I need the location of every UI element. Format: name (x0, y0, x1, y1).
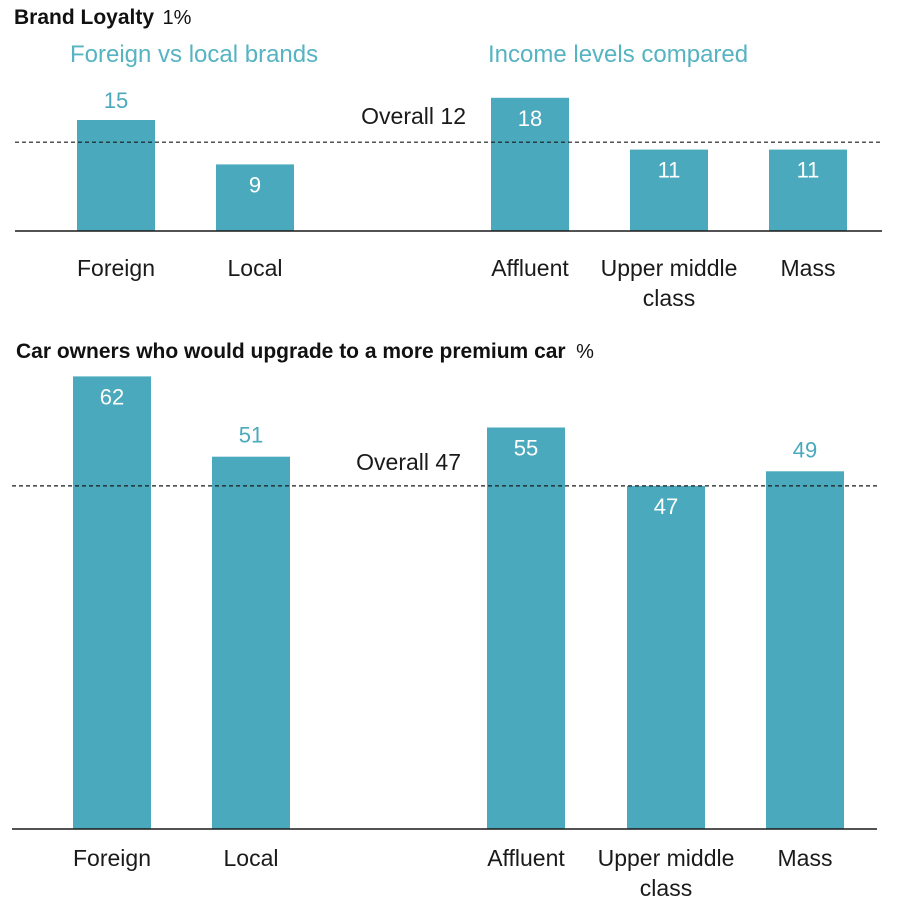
chart1-value-label-4: 11 (797, 158, 820, 183)
chart1-bar-1 (216, 164, 294, 231)
chart1-bar-3 (630, 149, 708, 231)
chart1-group-label-foreign-local: Foreign vs local brands (70, 41, 318, 68)
chart1-tick-label-2: Affluent (491, 255, 569, 281)
chart1-title: Brand Loyalty 1% (14, 6, 192, 29)
chart1-title-unit: 1% (162, 7, 191, 29)
chart2-title-text: Car owners who would upgrade to a more p… (16, 340, 566, 363)
chart2-tick-label-4: Mass (778, 845, 833, 871)
chart1-value-label-3: 11 (658, 158, 681, 183)
chart1-tick-label-3: Upper middle class (601, 255, 738, 311)
chart1-tick-label-1: Local (228, 255, 283, 281)
chart1-tick-label-4: Mass (781, 255, 836, 281)
chart2-value-label-2: 55 (514, 436, 538, 461)
chart2-tick-label-3: Upper middle class (598, 845, 735, 901)
chart2-tick-label-0: Foreign (73, 845, 151, 871)
chart2-bar-1 (212, 456, 290, 829)
chart2-tick-label-2: Affluent (487, 845, 565, 871)
chart2-value-label-3: 47 (654, 494, 678, 519)
chart1-bar-2 (491, 97, 569, 231)
chart2-bar-4 (766, 471, 844, 829)
chart2-title: Car owners who would upgrade to a more p… (16, 340, 594, 363)
chart1-plot: 15 9 18 11 11 Overall 12 Foreign Local Affluent U… (15, 88, 882, 311)
chart1-tick-label-0: Foreign (77, 255, 155, 281)
chart1-overall-label: Overall 12 (361, 103, 466, 129)
chart1-bar-0 (77, 120, 155, 231)
chart2-plot: 62 51 55 47 49 Overall 47 Foreign Local Affluent… (12, 376, 877, 901)
chart2-title-unit: % (576, 341, 594, 363)
chart2-bar-2 (487, 427, 565, 829)
chart2-bar-0 (73, 376, 151, 829)
chart1-title-text: Brand Loyalty (14, 6, 154, 29)
chart1-value-label-2: 18 (518, 106, 542, 131)
chart2-overall-label: Overall 47 (356, 449, 461, 475)
chart1-bar-4 (769, 149, 847, 231)
chart2-value-label-1: 51 (239, 423, 263, 448)
chart1-value-label-1: 9 (249, 172, 261, 197)
chart2-tick-label-1: Local (224, 845, 279, 871)
chart1-group-label-income: Income levels compared (488, 41, 748, 68)
chart1-value-label-0: 15 (104, 88, 128, 113)
chart2-value-label-0: 62 (100, 384, 124, 409)
chart2-value-label-4: 49 (793, 437, 817, 462)
chart2-bar-3 (627, 485, 705, 829)
